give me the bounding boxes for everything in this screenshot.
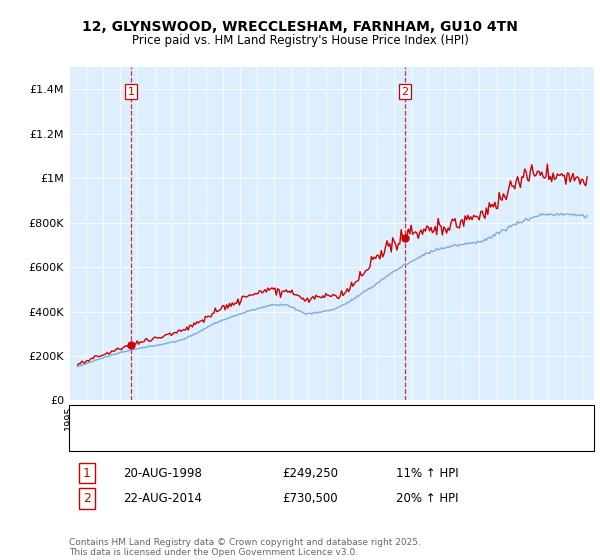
Text: 1: 1	[83, 466, 91, 480]
Text: 2: 2	[83, 492, 91, 505]
Text: 11% ↑ HPI: 11% ↑ HPI	[396, 466, 458, 480]
Text: Price paid vs. HM Land Registry's House Price Index (HPI): Price paid vs. HM Land Registry's House …	[131, 34, 469, 46]
Text: 1: 1	[127, 87, 134, 97]
Text: HPI: Average price, detached house, Waverley: HPI: Average price, detached house, Wave…	[120, 433, 361, 443]
Text: Contains HM Land Registry data © Crown copyright and database right 2025.
This d: Contains HM Land Registry data © Crown c…	[69, 538, 421, 557]
Text: 20-AUG-1998: 20-AUG-1998	[123, 466, 202, 480]
Text: £249,250: £249,250	[282, 466, 338, 480]
Text: £730,500: £730,500	[282, 492, 338, 505]
Text: 20% ↑ HPI: 20% ↑ HPI	[396, 492, 458, 505]
Text: ————: ————	[74, 433, 118, 443]
Text: 12, GLYNSWOOD, WRECCLESHAM, FARNHAM, GU10 4TN: 12, GLYNSWOOD, WRECCLESHAM, FARNHAM, GU1…	[82, 20, 518, 34]
Text: 2: 2	[401, 87, 409, 97]
Text: ————: ————	[74, 413, 118, 423]
Text: 12, GLYNSWOOD, WRECCLESHAM, FARNHAM, GU10 4TN (detached house): 12, GLYNSWOOD, WRECCLESHAM, FARNHAM, GU1…	[120, 413, 507, 423]
Text: 22-AUG-2014: 22-AUG-2014	[123, 492, 202, 505]
